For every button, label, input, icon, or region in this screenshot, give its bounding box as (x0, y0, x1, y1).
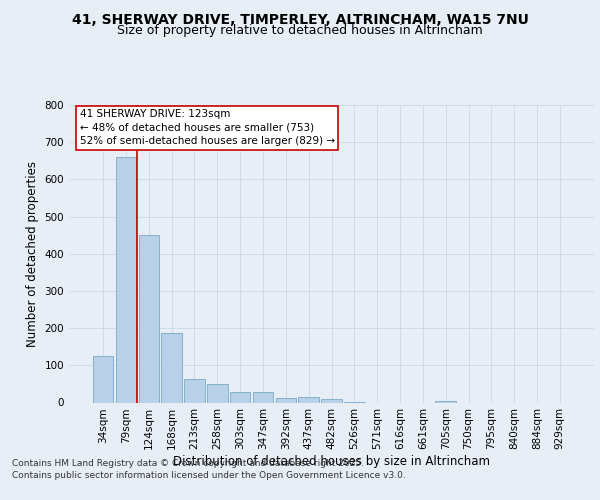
Text: Contains HM Land Registry data © Crown copyright and database right 2025.: Contains HM Land Registry data © Crown c… (12, 458, 364, 468)
Bar (321, 399, 342, 402)
Text: 41, SHERWAY DRIVE, TIMPERLEY, ALTRINCHAM, WA15 7NU: 41, SHERWAY DRIVE, TIMPERLEY, ALTRINCHAM… (71, 12, 529, 26)
Bar (161, 332, 182, 402)
Bar (298, 397, 319, 402)
X-axis label: Distribution of detached houses by size in Altrincham: Distribution of detached houses by size … (173, 455, 490, 468)
Y-axis label: Number of detached properties: Number of detached properties (26, 161, 39, 347)
Text: Size of property relative to detached houses in Altrincham: Size of property relative to detached ho… (117, 24, 483, 37)
Bar (184, 379, 205, 402)
Text: 41 SHERWAY DRIVE: 123sqm
← 48% of detached houses are smaller (753)
52% of semi-: 41 SHERWAY DRIVE: 123sqm ← 48% of detach… (79, 110, 335, 146)
Bar (116, 157, 136, 402)
Bar (207, 384, 227, 402)
Bar (253, 392, 273, 402)
Bar (93, 356, 113, 403)
Bar (275, 398, 296, 402)
Bar (139, 235, 159, 402)
Text: Contains public sector information licensed under the Open Government Licence v3: Contains public sector information licen… (12, 471, 406, 480)
Bar (230, 392, 250, 402)
